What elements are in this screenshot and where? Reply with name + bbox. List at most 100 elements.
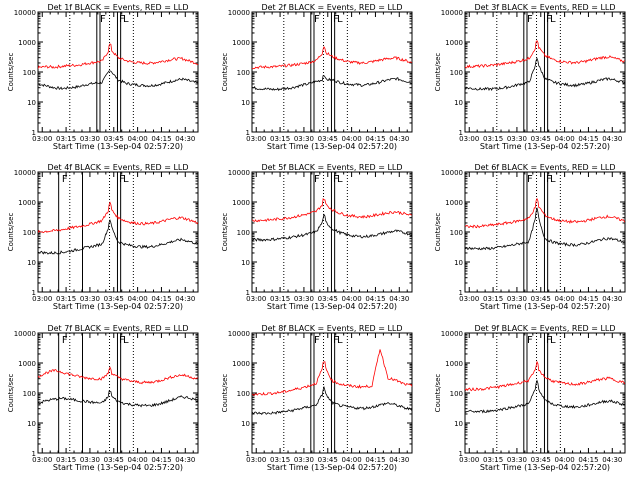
interval-marker-label: F	[333, 335, 339, 346]
x-axis-label: Start Time (13-Sep-04 02:57:20)	[267, 463, 397, 472]
panel-title: Det 9f BLACK = Events, RED = LLD	[474, 324, 615, 333]
x-tick-label: 03:30	[294, 295, 314, 303]
panel-title: Det 6f BLACK = Events, RED = LLD	[474, 163, 615, 172]
panel-title: Det 2f BLACK = Events, RED = LLD	[261, 3, 402, 12]
y-tick-label: 10	[27, 259, 36, 267]
y-tick-label: 1000	[232, 199, 250, 207]
y-axis-label: Counts/sec	[7, 374, 15, 413]
interval-marker-label: F	[546, 14, 552, 25]
x-tick-label: 04:15	[365, 295, 385, 303]
y-tick-label: 10	[454, 259, 463, 267]
interval-marker-label: L	[123, 335, 129, 346]
lld-series-line	[465, 197, 625, 229]
x-axis-label: Start Time (13-Sep-04 02:57:20)	[53, 142, 183, 151]
events-series-line	[38, 219, 198, 255]
x-axis-label: Start Time (13-Sep-04 02:57:20)	[267, 142, 397, 151]
y-axis-label: Counts/sec	[221, 374, 229, 413]
x-tick-label: 04:30	[602, 456, 622, 464]
panel-title: Det 5f BLACK = Events, RED = LLD	[261, 163, 402, 172]
x-axis-label: Start Time (13-Sep-04 02:57:20)	[480, 142, 610, 151]
x-tick-label: 04:15	[151, 456, 171, 464]
y-tick-label: 100	[237, 390, 250, 398]
x-tick-label: 04:15	[365, 456, 385, 464]
x-tick-label: 03:45	[104, 295, 124, 303]
interval-marker-label: F	[119, 14, 125, 25]
x-axis-label: Start Time (13-Sep-04 02:57:20)	[53, 463, 183, 472]
y-axis-label: Counts/sec	[434, 53, 442, 92]
x-tick-label: 03:45	[318, 135, 338, 143]
interval-marker-label: F	[333, 14, 339, 25]
y-tick-label: 1	[32, 129, 36, 137]
x-tick-label: 03:30	[80, 135, 100, 143]
y-tick-label: 1000	[18, 360, 36, 368]
x-tick-label: 03:45	[531, 135, 551, 143]
x-tick-label: 03:15	[270, 295, 290, 303]
interval-marker-label: F	[546, 174, 552, 185]
x-tick-label: 04:00	[128, 456, 148, 464]
y-tick-label: 1	[246, 450, 250, 458]
x-tick-label: 04:00	[555, 135, 575, 143]
y-tick-label: 1	[459, 289, 463, 297]
lld-series-line	[465, 39, 625, 69]
y-tick-label: 100	[450, 229, 463, 237]
x-axis-label: Start Time (13-Sep-04 02:57:20)	[53, 302, 183, 311]
x-tick-label: 03:00	[459, 456, 479, 464]
y-tick-label: 1000	[18, 39, 36, 47]
x-tick-label: 04:00	[555, 456, 575, 464]
x-tick-label: 03:15	[56, 135, 76, 143]
x-tick-label: 04:15	[578, 135, 598, 143]
panel-title: Det 4f BLACK = Events, RED = LLD	[47, 163, 188, 172]
y-tick-label: 10	[27, 99, 36, 107]
events-series-line	[252, 75, 412, 92]
y-axis-label: Counts/sec	[221, 213, 229, 252]
y-tick-label: 100	[237, 229, 250, 237]
lld-series-line	[252, 46, 412, 70]
detector-panel: 1 10 100 1000 10000 03:00 03:15 03:30 03:45 04:00…	[221, 324, 413, 472]
x-tick-label: 04:30	[175, 135, 195, 143]
axes-frame	[464, 11, 626, 133]
axes-frame	[37, 171, 199, 293]
x-tick-label: 04:30	[389, 295, 409, 303]
interval-marker-label: L	[550, 14, 556, 25]
y-tick-label: 1000	[18, 199, 36, 207]
x-tick-label: 04:00	[342, 135, 362, 143]
y-axis-label: Counts/sec	[221, 53, 229, 92]
interval-marker-label: F	[314, 335, 320, 346]
axes-frame	[251, 11, 413, 133]
x-tick-label: 03:00	[32, 295, 52, 303]
y-tick-label: 100	[450, 390, 463, 398]
lld-series-line	[465, 360, 625, 392]
detector-panel: 1 10 100 1000 10000 03:00 03:15 03:30 03:45 04:00…	[434, 163, 626, 311]
lld-series-line	[38, 201, 198, 234]
x-tick-label: 03:15	[483, 295, 503, 303]
y-tick-label: 1000	[232, 360, 250, 368]
x-tick-label: 03:30	[294, 456, 314, 464]
x-tick-label: 04:30	[175, 456, 195, 464]
x-tick-label: 03:15	[56, 295, 76, 303]
interval-marker-label: F	[333, 174, 339, 185]
x-axis-label: Start Time (13-Sep-04 02:57:20)	[267, 302, 397, 311]
y-tick-label: 1	[459, 129, 463, 137]
x-tick-label: 03:00	[32, 135, 52, 143]
x-tick-label: 04:15	[578, 295, 598, 303]
events-series-line	[465, 207, 625, 251]
events-series-line	[38, 390, 198, 408]
x-tick-label: 04:00	[128, 135, 148, 143]
y-tick-label: 1	[246, 129, 250, 137]
y-tick-label: 10000	[14, 9, 36, 17]
interval-marker-label: L	[123, 174, 129, 185]
x-tick-label: 03:45	[104, 135, 124, 143]
interval-marker-label: F	[119, 174, 125, 185]
x-tick-label: 04:30	[602, 295, 622, 303]
y-tick-label: 10	[454, 99, 463, 107]
events-series-line	[465, 379, 625, 414]
x-tick-label: 04:00	[128, 295, 148, 303]
x-tick-label: 03:30	[507, 135, 527, 143]
interval-marker-label: L	[550, 174, 556, 185]
interval-marker-label: L	[550, 335, 556, 346]
y-tick-label: 1	[459, 450, 463, 458]
y-tick-label: 100	[237, 69, 250, 77]
interval-marker-label: F	[314, 174, 320, 185]
x-tick-label: 04:30	[602, 135, 622, 143]
